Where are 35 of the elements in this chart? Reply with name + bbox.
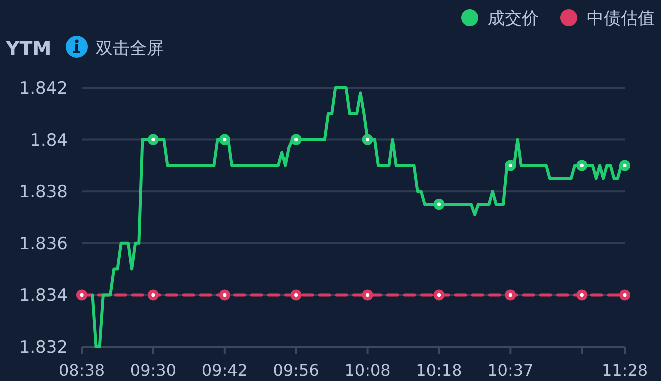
x-tick-label: 09:30 bbox=[130, 361, 176, 380]
point bbox=[620, 160, 630, 172]
y-tick-label: 1.832 bbox=[19, 338, 68, 358]
y-tick-label: 1.84 bbox=[30, 130, 68, 151]
point bbox=[148, 290, 159, 301]
x-tick-label: 11:28 bbox=[602, 361, 648, 380]
y-tick-label: 1.838 bbox=[19, 182, 68, 203]
point bbox=[219, 290, 230, 301]
point bbox=[434, 290, 445, 301]
point bbox=[290, 134, 302, 146]
legend-label: 成交价 bbox=[488, 9, 539, 29]
y-axis-title: YTM bbox=[5, 38, 52, 60]
y-tick-label: 1.836 bbox=[19, 234, 68, 254]
x-tick-label: 10:18 bbox=[416, 361, 462, 380]
point bbox=[434, 199, 445, 210]
x-tick-label: 09:42 bbox=[202, 361, 248, 380]
x-tick-label: 09:56 bbox=[273, 361, 320, 380]
point bbox=[76, 290, 88, 301]
legend-label: 中债估值 bbox=[587, 9, 655, 29]
x-tick-label: 10:37 bbox=[488, 361, 534, 380]
point bbox=[362, 290, 374, 301]
x-tick-label: 10:08 bbox=[344, 361, 391, 380]
point bbox=[290, 290, 302, 301]
point bbox=[576, 290, 588, 301]
point bbox=[505, 160, 516, 172]
x-tick-label: 08:38 bbox=[58, 361, 106, 380]
point bbox=[219, 134, 230, 146]
point bbox=[505, 290, 516, 301]
point bbox=[362, 134, 374, 146]
point bbox=[620, 290, 630, 301]
y-tick-label: 1.842 bbox=[19, 79, 68, 99]
point bbox=[148, 134, 159, 146]
y-tick-label: 1.834 bbox=[19, 286, 68, 306]
point bbox=[576, 160, 588, 172]
text: 双击全屏 bbox=[96, 39, 164, 59]
